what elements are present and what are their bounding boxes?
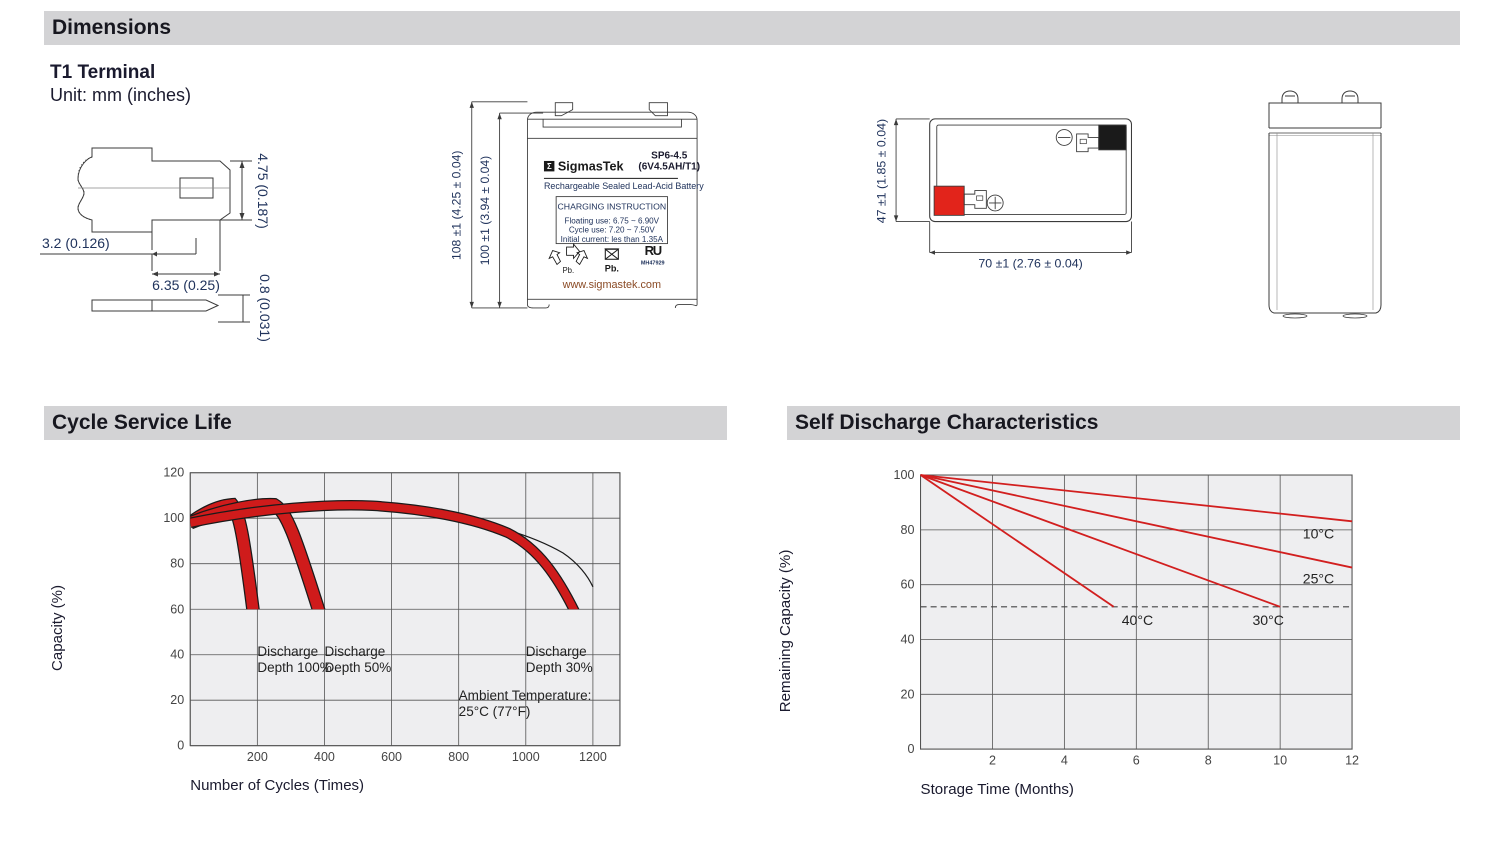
svg-text:Discharge: Discharge xyxy=(526,644,587,659)
svg-text:80: 80 xyxy=(901,523,915,537)
svg-text:6: 6 xyxy=(1133,754,1140,768)
svg-text:6.35 (0.25): 6.35 (0.25) xyxy=(152,277,220,293)
svg-text:www.sigmastek.com: www.sigmastek.com xyxy=(562,279,661,291)
svg-text:0: 0 xyxy=(177,739,184,753)
svg-text:0.8 (0.031): 0.8 (0.031) xyxy=(257,274,273,342)
svg-text:RU: RU xyxy=(645,243,662,258)
svg-text:200: 200 xyxy=(247,750,268,764)
svg-text:Cycle use: 7.20 ~ 7.50V: Cycle use: 7.20 ~ 7.50V xyxy=(569,226,656,235)
svg-text:600: 600 xyxy=(381,750,402,764)
svg-text:60: 60 xyxy=(901,578,915,592)
svg-text:Capacity (%): Capacity (%) xyxy=(49,585,66,671)
svg-text:100: 100 xyxy=(163,511,184,525)
svg-text:4.75 (0.187): 4.75 (0.187) xyxy=(255,153,271,229)
svg-text:Pb.: Pb. xyxy=(562,266,574,275)
svg-text:Discharge: Discharge xyxy=(257,644,318,659)
svg-text:Rechargeable Sealed Lead-Acid: Rechargeable Sealed Lead-Acid Battery xyxy=(544,181,704,191)
svg-text:10: 10 xyxy=(1273,754,1287,768)
svg-text:12: 12 xyxy=(1345,754,1359,768)
svg-text:1000: 1000 xyxy=(512,750,540,764)
svg-text:Depth 50%: Depth 50% xyxy=(324,660,391,675)
svg-text:25°C (77°F): 25°C (77°F) xyxy=(459,704,531,719)
svg-text:80: 80 xyxy=(170,557,184,571)
svg-text:0: 0 xyxy=(908,742,915,756)
svg-text:40: 40 xyxy=(901,633,915,647)
svg-text:CHARGING INSTRUCTION: CHARGING INSTRUCTION xyxy=(558,202,667,212)
svg-text:Ambient Temperature:: Ambient Temperature: xyxy=(459,688,592,703)
svg-text:Depth 100%: Depth 100% xyxy=(257,660,331,675)
svg-text:Pb.: Pb. xyxy=(605,263,619,273)
svg-text:3.2 (0.126): 3.2 (0.126) xyxy=(42,235,110,251)
svg-text:Remaining Capacity (%): Remaining Capacity (%) xyxy=(777,550,794,713)
svg-text:400: 400 xyxy=(314,750,335,764)
svg-text:SigmasTek: SigmasTek xyxy=(558,160,625,174)
svg-text:8: 8 xyxy=(1205,754,1212,768)
svg-text:60: 60 xyxy=(170,602,184,616)
svg-text:10°C: 10°C xyxy=(1303,525,1334,541)
svg-text:70 ±1 (2.76 ± 0.04): 70 ±1 (2.76 ± 0.04) xyxy=(978,257,1082,271)
svg-text:Number of Cycles (Times): Number of Cycles (Times) xyxy=(190,777,364,794)
svg-text:1200: 1200 xyxy=(579,750,607,764)
svg-text:Discharge: Discharge xyxy=(324,644,385,659)
svg-text:MH47929: MH47929 xyxy=(641,260,665,266)
svg-text:108 ±1 (4.25 ± 0.04): 108 ±1 (4.25 ± 0.04) xyxy=(450,151,463,260)
svg-text:30°C: 30°C xyxy=(1252,612,1283,628)
svg-text:2: 2 xyxy=(989,754,996,768)
svg-text:120: 120 xyxy=(163,467,184,480)
svg-text:Σ: Σ xyxy=(547,162,552,171)
svg-text:800: 800 xyxy=(448,750,469,764)
svg-text:100 ±1 (3.94 ± 0.04): 100 ±1 (3.94 ± 0.04) xyxy=(478,156,492,265)
svg-text:20: 20 xyxy=(170,693,184,707)
svg-text:(6V4.5AH/T1): (6V4.5AH/T1) xyxy=(638,162,700,173)
svg-text:Floating use: 6.75 ~ 6.90V: Floating use: 6.75 ~ 6.90V xyxy=(565,217,660,226)
svg-text:4: 4 xyxy=(1061,754,1068,768)
svg-text:40°C: 40°C xyxy=(1122,612,1153,628)
svg-text:Storage Time (Months): Storage Time (Months) xyxy=(921,781,1074,798)
svg-text:40: 40 xyxy=(170,648,184,662)
svg-text:SP6-4.5: SP6-4.5 xyxy=(651,150,688,161)
svg-text:Depth 30%: Depth 30% xyxy=(526,660,593,675)
svg-text:25°C: 25°C xyxy=(1303,571,1334,587)
svg-text:47 ±1 (1.85 ± 0.04): 47 ±1 (1.85 ± 0.04) xyxy=(874,119,888,223)
svg-text:100: 100 xyxy=(894,470,915,482)
svg-text:20: 20 xyxy=(901,687,915,701)
